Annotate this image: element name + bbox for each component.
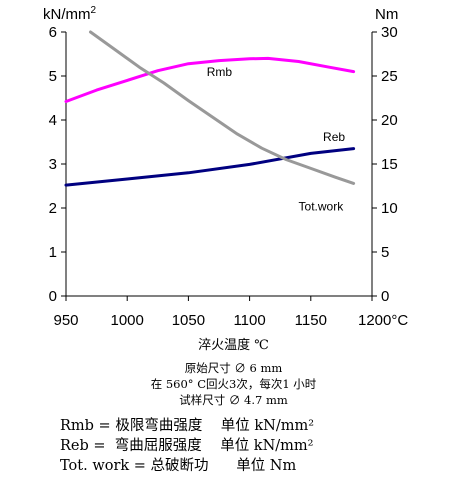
y-left-tick-label: 1 [49,244,57,261]
x-axis-title: 淬火温度 ℃ [198,338,269,353]
y-right-tick-label: 30 [381,24,398,41]
series-label-rmb: Rmb [207,65,233,79]
series-label-tot-work: Tot.work [299,200,345,214]
legend-reb: Reb = 弯曲屈服强度 单位 kN/mm² [60,438,314,454]
note-original-size: 原始尺寸 ∅ 6 mm [184,361,283,375]
series-line-tot-work [89,30,356,185]
y-right-tick-label: 15 [381,156,398,173]
x-tick-label: 1000 [111,312,144,329]
series-line-reb [64,147,356,187]
y-right-tick-label: 10 [381,200,398,217]
x-tick-label: 950 [53,312,78,329]
y-left-tick-label: 2 [49,200,57,217]
y-left-tick-label: 5 [49,68,57,85]
chart: kN/mm2 Nm 0 1 2 3 4 5 6 0 5 10 15 20 25 30 950 1000 1050… [43,5,409,329]
series-line-rmb [64,56,356,103]
series-layer [64,30,356,187]
x-tick-label: 1200°C [358,312,408,329]
y-left-tick-label: 6 [49,24,57,41]
legend-rmb: Rmb = 极限弯曲强度 单位 kN/mm² [60,418,315,434]
y-left-axis-label-sup: 2 [91,5,97,16]
x-tick-label: 1050 [172,312,205,329]
y-left-tick-label: 4 [49,112,57,129]
y-left-tick-label: 3 [49,156,57,173]
y-right-tick-label: 0 [381,288,389,305]
x-tick-label: 1100 [233,312,265,329]
y-left-tick-label: 0 [49,288,57,305]
x-tick-label: 1150 [295,312,327,329]
y-right-axis-label: Nm [375,6,398,23]
legend-tot-work: Tot. work = 总破断功 单位 Nm [60,458,297,474]
note-tempering: 在 560° C回火3次，每次1 小时 [150,377,317,391]
y-right-tick-label: 25 [381,68,398,85]
series-label-reb: Reb [323,130,345,144]
axes: 0 1 2 3 4 5 6 0 5 10 15 20 25 30 950 1000 1050 1100 1150 12… [49,24,409,329]
y-right-tick-label: 5 [381,244,389,261]
note-specimen-size: 试样尺寸 ∅ 4.7 mm [179,393,288,407]
y-left-axis-label: kN/mm2 [43,5,97,23]
series-labels: Rmb Reb Tot.work [207,65,346,214]
y-right-tick-label: 20 [381,112,398,129]
